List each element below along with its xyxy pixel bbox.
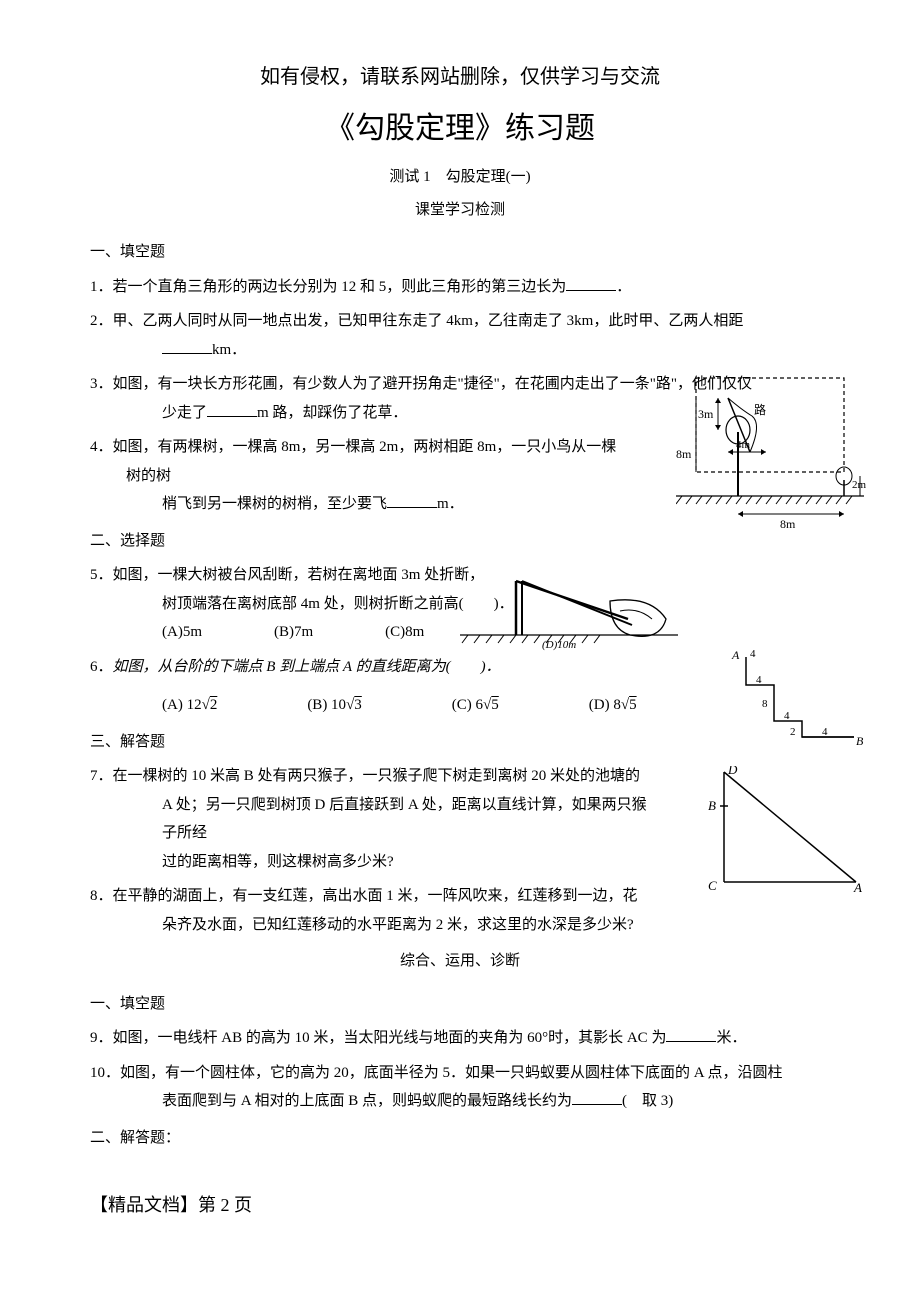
q7-num: 7． bbox=[90, 768, 113, 784]
q3-text-b: 少走了 bbox=[162, 405, 207, 421]
footer: 【精品文档】第 2 页 bbox=[90, 1188, 830, 1222]
q1-text-a: 若一个直角三角形的两边长分别为 12 和 5，则此三角形的第三边长为 bbox=[113, 279, 567, 295]
q6-opt-a: (A) 12√2 bbox=[162, 691, 217, 720]
question-8: 8．在平静的湖面上，有一支红莲，高出水面 1 米，一阵风吹来，红莲移到一边，花 … bbox=[90, 882, 830, 939]
q6-opt-d: (D) 8√5 bbox=[589, 691, 637, 720]
q7-text-c: 过的距离相等，则这棵树高多少米? bbox=[162, 854, 394, 870]
q3-text-a: 如图，有一块长方形花圃，有少数人为了避开拐角走"捷径"，在花圃内走出了一条"路"… bbox=[113, 376, 753, 392]
q8-text-b: 朵齐及水面，已知红莲移动的水平距离为 2 米，求这里的水深是多少米? bbox=[162, 917, 634, 933]
q9-num: 9． bbox=[90, 1030, 113, 1046]
section-6-heading: 二、解答题： bbox=[90, 1124, 830, 1153]
q2-unit: km． bbox=[212, 342, 246, 358]
q1-num: 1． bbox=[90, 279, 113, 295]
question-9: 9．如图，一电线杆 AB 的高为 10 米，当太阳光线与地面的夹角为 60°时，… bbox=[90, 1024, 830, 1053]
q4-text-b: 梢飞到另一棵树的树梢，至少要飞 bbox=[162, 496, 387, 512]
sub-title-2: 课堂学习检测 bbox=[90, 196, 830, 225]
q10-num: 10． bbox=[90, 1065, 120, 1081]
sub-title: 测试 1 勾股定理(一) bbox=[90, 163, 830, 192]
q1-text-b: ． bbox=[616, 279, 631, 295]
question-5: 5．如图，一棵大树被台风刮断，若树在离地面 3m 处折断， 树顶端落在离树底部 … bbox=[90, 561, 830, 647]
main-title: 《勾股定理》练习题 bbox=[90, 100, 830, 157]
q5-text-a: 如图，一棵大树被台风刮断，若树在离地面 3m 处折断， bbox=[113, 567, 485, 583]
section-4-heading: 综合、运用、诊断 bbox=[90, 947, 830, 976]
q5-opt-a: (A)5m bbox=[162, 618, 202, 647]
q10-text-a: 如图，有一个圆柱体，它的高为 20，底面半径为 5．如果一只蚂蚁要从圆柱体下底面… bbox=[120, 1065, 783, 1081]
q4-text-c: m． bbox=[437, 496, 464, 512]
q2-text-a: 甲、乙两人同时从同一地点出发，已知甲往东走了 4km，乙往南走了 3km，此时甲… bbox=[113, 313, 744, 329]
q9-text-b: 米． bbox=[716, 1030, 746, 1046]
question-10: 10．如图，有一个圆柱体，它的高为 20，底面半径为 5．如果一只蚂蚁要从圆柱体… bbox=[90, 1059, 830, 1116]
question-1: 1．若一个直角三角形的两边长分别为 12 和 5，则此三角形的第三边长为 ． bbox=[90, 273, 830, 302]
header-note: 如有侵权，请联系网站删除，仅供学习与交流 bbox=[90, 58, 830, 96]
section-1-heading: 一、填空题 bbox=[90, 238, 830, 267]
q5-opt-b: (B)7m bbox=[274, 618, 313, 647]
q7-text-a: 在一棵树的 10 米高 B 处有两只猴子，一只猴子爬下树走到离树 20 米处的池… bbox=[113, 768, 641, 784]
q3-text-c: m 路，却踩伤了花草． bbox=[257, 405, 407, 421]
fig7-a: A bbox=[853, 880, 862, 895]
q9-blank bbox=[666, 1026, 716, 1042]
q9-text-a: 如图，一电线杆 AB 的高为 10 米，当太阳光线与地面的夹角为 60°时，其影… bbox=[113, 1030, 667, 1046]
q6-text-a: 如图，从台阶的下端点 B 到上端点 A 的直线距离为( )． bbox=[113, 659, 501, 675]
question-4: 4．如图，有两棵树，一棵高 8m，另一棵高 2m，两树相距 8m，一只小鸟从一棵… bbox=[90, 433, 830, 519]
section-3-heading: 三、解答题 bbox=[90, 728, 830, 757]
question-3: 3．如图，有一块长方形花圃，有少数人为了避开拐角走"捷径"，在花圃内走出了一条"… bbox=[90, 370, 830, 427]
q3-num: 3． bbox=[90, 376, 113, 392]
q5-text-b: 树顶端落在离树底部 4m 处，则树折断之前高( )． bbox=[162, 596, 514, 612]
q7-text-b: A 处；另一只爬到树顶 D 后直接跃到 A 处，距离以直线计算，如果两只猴子所经 bbox=[162, 797, 647, 842]
question-2: 2．甲、乙两人同时从同一地点出发，已知甲往东走了 4km，乙往南走了 3km，此… bbox=[90, 307, 830, 364]
q8-num: 8． bbox=[90, 888, 113, 904]
q5-options: (A)5m (B)7m (C)8m bbox=[126, 618, 830, 647]
q1-blank bbox=[566, 275, 616, 291]
q6-options: (A) 12√2 (B) 10√3 (C) 6√5 (D) 8√5 bbox=[126, 691, 830, 720]
fig6-h3: 4 bbox=[822, 726, 828, 738]
question-6: 6．如图，从台阶的下端点 B 到上端点 A 的直线距离为( )． (A) 12√… bbox=[90, 653, 830, 720]
q10-text-b: 表面爬到与 A 相对的上底面 B 点，则蚂蚁爬的最短路线长约为 bbox=[162, 1093, 572, 1109]
q6-opt-b: (B) 10√3 bbox=[307, 691, 361, 720]
question-7: 7．在一棵树的 10 米高 B 处有两只猴子，一只猴子爬下树走到离树 20 米处… bbox=[90, 762, 830, 876]
q4-blank bbox=[387, 492, 437, 508]
q5-opt-c: (C)8m bbox=[385, 618, 424, 647]
q5-num: 5． bbox=[90, 567, 113, 583]
section-5-heading: 一、填空题 bbox=[90, 990, 830, 1019]
q8-text-a: 在平静的湖面上，有一支红莲，高出水面 1 米，一阵风吹来，红莲移到一边，花 bbox=[113, 888, 638, 904]
q10-blank bbox=[572, 1089, 622, 1105]
q4-num: 4． bbox=[90, 439, 113, 455]
fig4-8m: 8m bbox=[780, 517, 796, 531]
q2-num: 2． bbox=[90, 313, 113, 329]
q4-text-a: 如图，有两棵树，一棵高 8m，另一棵高 2m，两树相距 8m，一只小鸟从一棵树的… bbox=[113, 439, 617, 484]
q6-num: 6． bbox=[90, 659, 113, 675]
fig6-v3: 2 bbox=[790, 726, 796, 738]
fig6-b: B bbox=[856, 734, 864, 748]
q10-text-c: ( 取 3) bbox=[622, 1093, 673, 1109]
q3-blank bbox=[207, 401, 257, 417]
q6-opt-c: (C) 6√5 bbox=[452, 691, 499, 720]
fig4-2m: 2m bbox=[852, 479, 866, 491]
q2-blank bbox=[162, 338, 212, 354]
